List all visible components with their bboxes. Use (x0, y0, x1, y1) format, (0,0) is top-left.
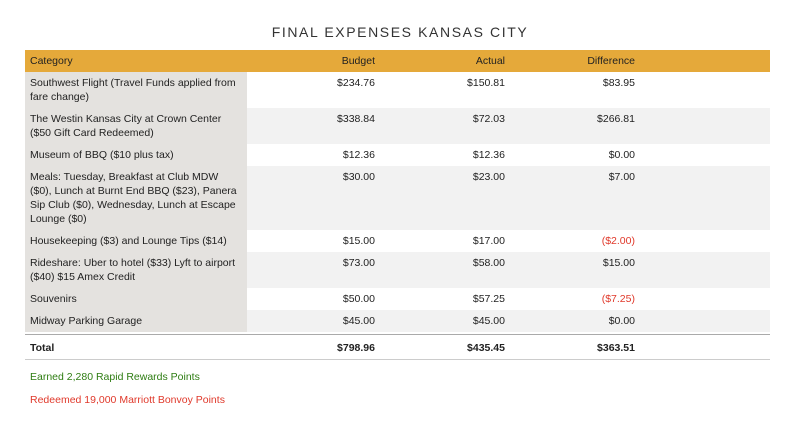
cell: $72.03 (380, 108, 510, 144)
cell: ($7.25) (601, 293, 635, 305)
cell (640, 166, 770, 230)
cell: $12.36 (342, 149, 375, 161)
cell: $17.00 (472, 235, 505, 247)
cell (640, 50, 770, 72)
table-row: Souvenirs $50.00 $57.25 ($7.25) (25, 288, 770, 310)
row-label: Rideshare: Uber to hotel ($33) Lyft to a… (25, 252, 247, 288)
cell (640, 72, 770, 108)
cell: $15.00 (342, 235, 375, 247)
title: FINAL EXPENSES KANSAS CITY (271, 24, 529, 40)
row-label: Category (25, 50, 247, 72)
table-row: Category Budget Actual Difference (25, 50, 770, 72)
cell: $12.36 (472, 149, 505, 161)
cell: $435.45 (380, 334, 510, 360)
cell: $30.00 (247, 166, 380, 230)
row-label: Souvenirs (25, 288, 247, 310)
cell: $45.00 (380, 310, 510, 332)
table-row: Museum of BBQ ($10 plus tax) $12.36 $12.36… (25, 144, 770, 166)
cell: Budget (247, 50, 380, 72)
cell: $58.00 (380, 252, 510, 288)
cell: ($2.00) (601, 235, 635, 247)
cell: $338.84 (247, 108, 380, 144)
cell: Actual (380, 50, 510, 72)
expense-table: Category Budget Actual Difference Southwest … (25, 50, 770, 360)
cell (640, 252, 770, 288)
cell (640, 288, 770, 310)
table-row: Southwest Flight (Travel Funds applied f… (25, 72, 770, 108)
table-row: Midway Parking Garage $45.00 $45.00 $0.00 (25, 310, 770, 332)
cell: $234.76 (337, 77, 375, 89)
cell: $0.00 (510, 310, 640, 332)
cell (640, 334, 770, 360)
cell: $45.00 (247, 310, 380, 332)
cell: $7.00 (510, 166, 640, 230)
table-row: Meals: Tuesday, Breakfast at Club MDW ($… (25, 166, 770, 230)
cell: $83.95 (602, 77, 635, 89)
row-label: Midway Parking Garage (25, 310, 247, 332)
cell: $266.81 (510, 108, 640, 144)
row-label: Museum of BBQ ($10 plus tax) (25, 144, 247, 166)
cell: Difference (510, 50, 640, 72)
row-label: Housekeeping ($3) and Lounge Tips ($14) (25, 230, 247, 252)
row-label: Meals: Tuesday, Breakfast at Club MDW ($… (25, 166, 247, 230)
cell: $798.96 (247, 334, 380, 360)
table-row: Housekeeping ($3) and Lounge Tips ($14) $… (25, 230, 770, 252)
cell: $15.00 (510, 252, 640, 288)
table-row: Total $798.96 $435.45 $363.51 (25, 334, 770, 360)
cell (640, 108, 770, 144)
cell (640, 230, 770, 252)
row-label: Total (25, 334, 247, 360)
cell: $50.00 (342, 293, 375, 305)
row-label: Southwest Flight (Travel Funds applied f… (25, 72, 247, 108)
cell: $23.00 (380, 166, 510, 230)
note: Earned 2,280 Rapid Rewards Points (30, 371, 200, 383)
cell: $150.81 (467, 77, 505, 89)
cell: $0.00 (608, 149, 635, 161)
cell: $57.25 (472, 293, 505, 305)
cell (640, 144, 770, 166)
row-label: The Westin Kansas City at Crown Center (… (25, 108, 247, 144)
cell: $73.00 (247, 252, 380, 288)
cell: $363.51 (510, 334, 640, 360)
cell (640, 310, 770, 332)
table-row: The Westin Kansas City at Crown Center (… (25, 108, 770, 144)
table-row: Rideshare: Uber to hotel ($33) Lyft to a… (25, 252, 770, 288)
note: Redeemed 19,000 Marriott Bonvoy Points (30, 394, 225, 406)
